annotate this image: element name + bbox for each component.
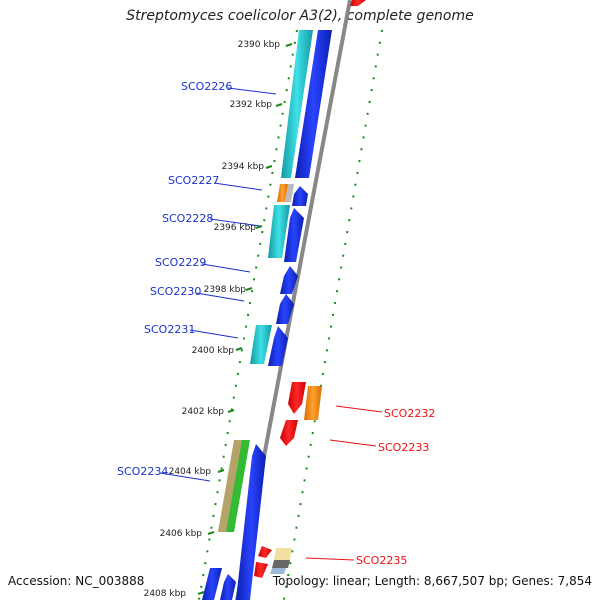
gene-label-SCO2235: SCO2235 (356, 554, 407, 567)
guide-line-left (198, 29, 298, 600)
gene-block-SCO2227-orange (277, 184, 288, 202)
scale-ticks (197, 43, 293, 595)
gene-block-SCO2227-grey (285, 184, 294, 202)
scale-label: 2396 kbp (214, 223, 257, 233)
gene-arrow-SCO2229 (280, 266, 298, 294)
gene-arrow-SCO2230 (276, 294, 294, 324)
genome-title: Streptomyces coelicolor A3(2), complete … (126, 8, 474, 24)
gene-arrow-SCO2228 (284, 208, 304, 262)
gene-block-SCO2231-cyan (250, 325, 272, 364)
gene-label-SCO2229: SCO2229 (155, 256, 206, 269)
gene-arrow-top-red (350, 0, 366, 6)
gene-block-SCO2228-cyan (268, 205, 290, 258)
scale-label: 2390 kbp (238, 40, 281, 50)
scale-label: 2394 kbp (222, 162, 265, 172)
scale-label: 2408 kbp (144, 589, 187, 599)
gene-arrow-SCO2235-b (254, 562, 268, 578)
gene-arrow-SCO2226 (295, 30, 332, 178)
gene-arrow-lower-2 (220, 574, 236, 600)
gene-block-SCO2226-cyan (281, 30, 313, 178)
scale-label: 2406 kbp (160, 529, 203, 539)
scale-label: 2402 kbp (182, 407, 225, 417)
gene-block-SCO2234-green (226, 440, 250, 532)
guide-line-right (283, 29, 383, 600)
scale-label: 2400 kbp (192, 346, 235, 356)
gene-arrow-SCO2234 (236, 444, 266, 600)
scale-label: 2398 kbp (204, 285, 247, 295)
gene-block-SCO2234-tan (218, 440, 244, 532)
gene-label-SCO2231: SCO2231 (144, 323, 195, 336)
gene-label-SCO2227: SCO2227 (168, 174, 219, 187)
gene-label-SCO2228: SCO2228 (162, 212, 213, 225)
scale-label: 2392 kbp (230, 100, 273, 110)
gene-arrow-SCO2233 (280, 420, 298, 446)
scale-label: 2404 kbp (169, 467, 212, 477)
gene-arrow-SCO2232 (288, 382, 306, 414)
gene-arrow-SCO2235-a (258, 546, 272, 558)
gene-label-SCO2230: SCO2230 (150, 285, 201, 298)
gene-label-SCO2226: SCO2226 (181, 80, 232, 93)
gene-arrow-lower-1 (202, 568, 222, 600)
gene-label-SCO2233: SCO2233 (378, 441, 429, 454)
gene-block-SCO2235-grey (272, 560, 290, 568)
gene-block-SCO2232-orange (304, 386, 322, 420)
gene-block-SCO2235-blue (270, 568, 286, 574)
gene-arrow-SCO2227 (292, 186, 308, 206)
accession-text: Accession: NC_003888 (8, 574, 145, 588)
gene-label-SCO2234: SCO2234 (117, 465, 168, 478)
genome-summary-text: Topology: linear; Length: 8,667,507 bp; … (272, 574, 592, 588)
gene-arrow-SCO2231 (268, 326, 288, 366)
gene-block-SCO2235-tan (274, 548, 292, 560)
gene-label-SCO2232: SCO2232 (384, 407, 435, 420)
